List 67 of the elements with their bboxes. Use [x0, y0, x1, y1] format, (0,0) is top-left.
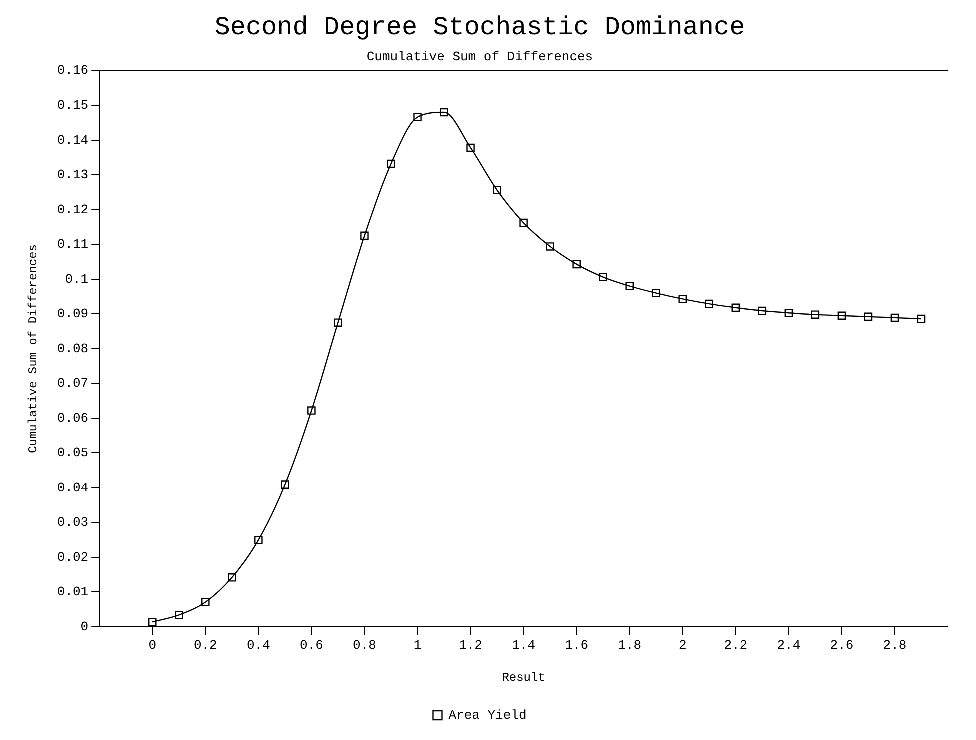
point — [652, 289, 660, 298]
x-tick-label: 1.4 — [512, 638, 536, 654]
legend-label: Area Yield — [448, 708, 527, 723]
point — [440, 108, 448, 117]
point — [281, 480, 290, 489]
y-tick-label: 0.06 — [57, 410, 89, 426]
point — [678, 295, 688, 304]
chart-subtitle: Cumulative Sum of Differences — [366, 49, 594, 64]
point — [414, 113, 422, 122]
chart-title: Second Degree Stochastic Dominance — [214, 12, 746, 42]
y-tick-label: 0.12 — [57, 202, 89, 218]
point — [202, 598, 210, 606]
point — [334, 318, 342, 327]
x-tick-label: 1.8 — [618, 638, 642, 654]
y-tick-label: 0.02 — [57, 550, 89, 565]
point — [811, 310, 820, 319]
point — [387, 160, 396, 168]
x-tick-label: 0.8 — [353, 638, 376, 654]
point — [758, 306, 767, 316]
point — [148, 618, 157, 626]
point — [228, 574, 236, 582]
y-tick-label: 0.1 — [65, 272, 89, 287]
point — [546, 242, 554, 251]
x-tick-label: 2 — [678, 638, 687, 654]
x-tick-label: 2.2 — [724, 638, 748, 654]
y-tick-label: 0.05 — [57, 446, 89, 461]
y-tick-label: 0.01 — [57, 584, 89, 600]
point — [838, 312, 846, 320]
point — [175, 611, 184, 620]
x-tick-label: 0 — [148, 638, 157, 654]
point — [308, 406, 316, 415]
x-tick-label: 0.2 — [194, 638, 218, 654]
y-axis-title: Cumulative Sum of Differences — [26, 244, 40, 454]
point — [705, 300, 714, 308]
point — [917, 314, 926, 324]
point — [572, 260, 581, 269]
y-tick-label: 0.14 — [57, 132, 89, 148]
y-tick-label: 0 — [80, 619, 89, 634]
point — [864, 312, 873, 322]
point — [626, 282, 634, 290]
x-tick-label: 1.6 — [565, 638, 589, 654]
y-tick-label: 0.08 — [57, 341, 89, 356]
x-tick-label: 2.4 — [777, 638, 801, 654]
y-tick-label: 0.11 — [57, 237, 89, 252]
x-tick-label: 2.8 — [883, 638, 907, 654]
point — [732, 304, 740, 312]
x-tick-label: 1.2 — [459, 638, 482, 654]
y-tick-label: 0.09 — [57, 306, 89, 322]
x-axis-title: Result — [502, 670, 546, 685]
y-tick-label: 0.07 — [57, 376, 89, 392]
point — [520, 218, 528, 228]
y-tick-label: 0.04 — [57, 480, 89, 496]
point — [254, 536, 263, 544]
x-tick-label: 2.6 — [830, 638, 854, 654]
y-tick-label: 0.13 — [57, 168, 89, 183]
point — [599, 273, 608, 282]
point — [784, 308, 794, 318]
y-tick-label: 0.16 — [57, 63, 89, 78]
x-tick-label: 0.4 — [246, 638, 271, 654]
point — [890, 314, 900, 322]
x-tick-label: 0.6 — [300, 638, 324, 654]
point — [466, 144, 475, 152]
y-tick-label: 0.03 — [57, 515, 89, 530]
y-tick-label: 0.15 — [57, 98, 89, 113]
point — [493, 186, 502, 195]
x-tick-label: 1 — [414, 638, 422, 654]
point — [360, 232, 369, 240]
